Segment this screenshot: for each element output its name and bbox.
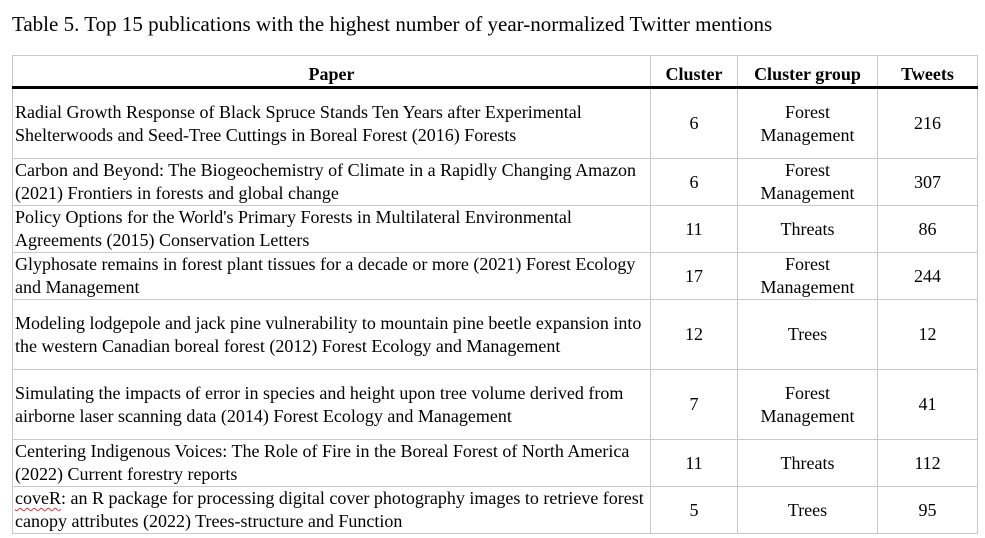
table-row: coveR: an R package for processing digit… <box>12 486 978 534</box>
cluster-group-cell: Trees <box>737 486 878 534</box>
table-caption: Table 5. Top 15 publications with the hi… <box>12 12 773 36</box>
tweets-cell: 112 <box>877 439 978 487</box>
cluster-cell: 6 <box>650 158 738 206</box>
tweets-cell: 12 <box>877 299 978 370</box>
cluster-group-cell: Threats <box>737 205 878 253</box>
cluster-group-cell: Forest Management <box>737 158 878 206</box>
cluster-cell: 11 <box>650 205 738 253</box>
paper-cell: Glyphosate remains in forest plant tissu… <box>12 252 651 300</box>
table-row: Centering Indigenous Voices: The Role of… <box>12 439 978 487</box>
tweets-cell: 216 <box>877 87 978 159</box>
cluster-cell: 7 <box>650 369 738 440</box>
cluster-cell: 5 <box>650 486 738 534</box>
header-cluster: Cluster <box>650 55 738 89</box>
paper-cell: Radial Growth Response of Black Spruce S… <box>12 87 651 159</box>
tweets-cell: 244 <box>877 252 978 300</box>
cluster-group-cell: Forest Management <box>737 252 878 300</box>
table-header-row: Paper Cluster Cluster group Tweets <box>12 55 978 89</box>
cluster-group-cell: Forest Management <box>737 87 878 159</box>
paper-text-rest: : an R package for processing digital co… <box>15 488 644 531</box>
publications-table: Paper Cluster Cluster group Tweets Radia… <box>12 55 978 534</box>
tweets-cell: 307 <box>877 158 978 206</box>
paper-cell: Simulating the impacts of error in speci… <box>12 369 651 440</box>
paper-cell: coveR: an R package for processing digit… <box>12 486 651 534</box>
header-paper: Paper <box>12 55 651 89</box>
header-cluster-group: Cluster group <box>737 55 878 89</box>
cluster-cell: 17 <box>650 252 738 300</box>
table-row: Modeling lodgepole and jack pine vulnera… <box>12 299 978 370</box>
tweets-cell: 95 <box>877 486 978 534</box>
cluster-group-cell: Trees <box>737 299 878 370</box>
paper-cell: Centering Indigenous Voices: The Role of… <box>12 439 651 487</box>
table-row: Simulating the impacts of error in speci… <box>12 369 978 440</box>
header-tweets: Tweets <box>877 55 978 89</box>
cluster-group-cell: Forest Management <box>737 369 878 440</box>
cluster-cell: 6 <box>650 87 738 159</box>
paper-cell: Carbon and Beyond: The Biogeochemistry o… <box>12 158 651 206</box>
table-row: Carbon and Beyond: The Biogeochemistry o… <box>12 158 978 206</box>
paper-cell: Modeling lodgepole and jack pine vulnera… <box>12 299 651 370</box>
paper-cell: Policy Options for the World's Primary F… <box>12 205 651 253</box>
cluster-cell: 11 <box>650 439 738 487</box>
table-row: Radial Growth Response of Black Spruce S… <box>12 87 978 159</box>
tweets-cell: 86 <box>877 205 978 253</box>
tweets-cell: 41 <box>877 369 978 440</box>
table-row: Policy Options for the World's Primary F… <box>12 205 978 253</box>
spellcheck-flagged-word: coveR <box>15 488 61 508</box>
cluster-group-cell: Threats <box>737 439 878 487</box>
cluster-cell: 12 <box>650 299 738 370</box>
table-row: Glyphosate remains in forest plant tissu… <box>12 252 978 300</box>
